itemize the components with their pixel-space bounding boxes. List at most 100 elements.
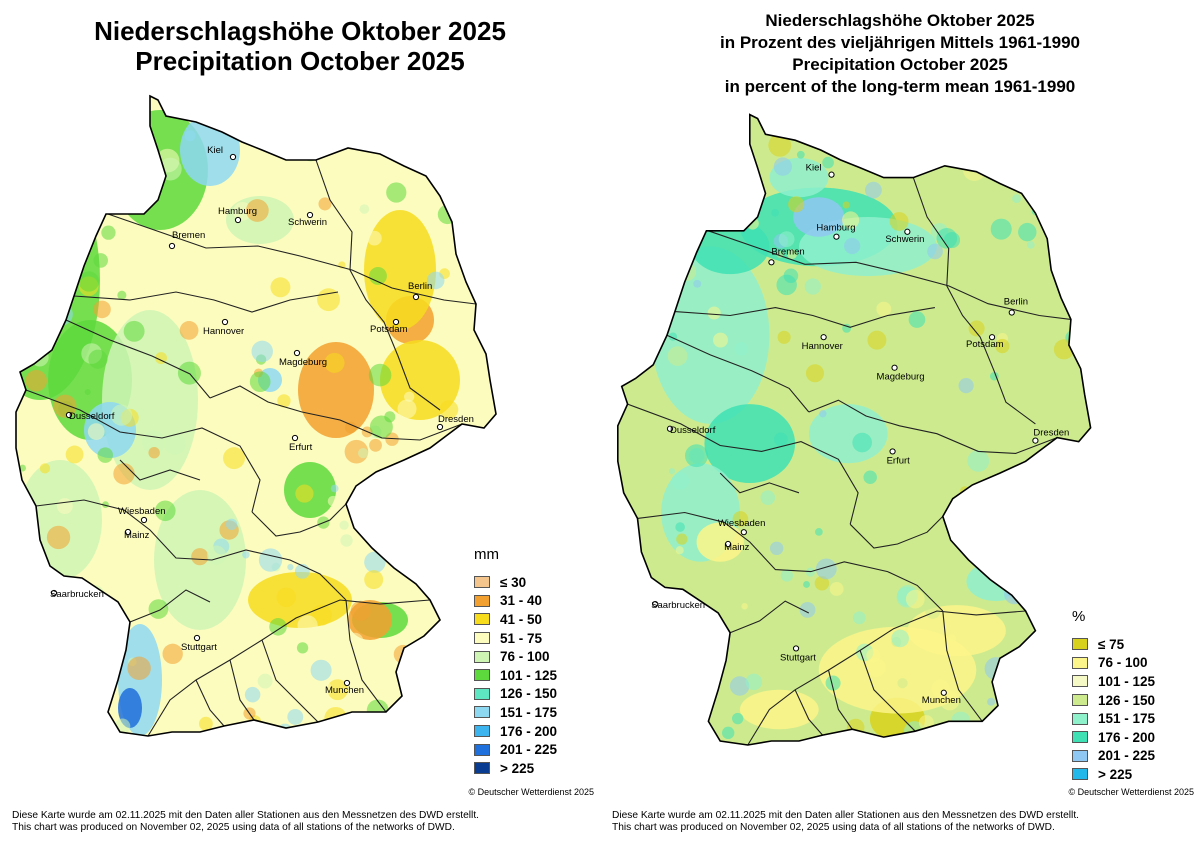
- state-border: [708, 230, 1071, 320]
- rain-speckle: [299, 138, 323, 162]
- legend-swatch: [1072, 768, 1088, 781]
- city-marker: [65, 411, 73, 419]
- rain-speckle: [987, 697, 996, 706]
- city-label: Kiel: [806, 163, 822, 174]
- note-line-german: Diese Karte wurde am 02.11.2025 mit den …: [612, 810, 1079, 821]
- rain-speckle: [628, 116, 641, 129]
- state-border: [209, 385, 463, 441]
- rain-speckle: [778, 231, 795, 248]
- city-marker: [820, 334, 827, 341]
- rain-speckle: [864, 181, 882, 199]
- city-marker: [293, 349, 301, 357]
- legend-item: 101 - 125: [474, 666, 557, 685]
- note-line-german: Diese Karte wurde am 02.11.2025 mit den …: [12, 810, 479, 821]
- legend-swatch: [474, 706, 490, 719]
- rain-speckle: [985, 114, 1008, 131]
- rain-speckle: [1071, 390, 1083, 402]
- rain-speckle: [304, 629, 312, 637]
- rain-speckle: [19, 464, 26, 472]
- rain-speckle: [787, 249, 798, 260]
- rain-speckle: [327, 495, 339, 507]
- rain-speckle: [394, 97, 407, 110]
- rain-speckle: [745, 673, 763, 691]
- city-label: Dusseldorf: [670, 425, 716, 436]
- rain-speckle: [364, 551, 386, 573]
- rain-speckle: [731, 712, 744, 725]
- rain-speckle: [651, 234, 660, 243]
- rain-speckle: [450, 538, 463, 551]
- rain-speckle: [957, 367, 969, 379]
- legend-label: 201 - 225: [1098, 748, 1156, 764]
- rain-speckle: [467, 133, 482, 148]
- rain-speckle: [469, 146, 483, 160]
- state-border: [637, 511, 944, 612]
- city-label: Munchen: [922, 695, 961, 706]
- rain-zone: [704, 404, 796, 483]
- production-note: Diese Karte wurde am 02.11.2025 mit den …: [612, 810, 1079, 834]
- rain-speckle: [625, 259, 637, 272]
- rain-speckle: [242, 550, 250, 559]
- legend-item: 76 - 100: [474, 647, 557, 666]
- city-label: Munchen: [325, 685, 364, 696]
- rain-speckle: [1062, 169, 1070, 177]
- rain-speckle: [804, 278, 821, 295]
- legend-swatch: [1072, 656, 1088, 669]
- rain-zone: [966, 561, 1026, 602]
- rain-speckle: [958, 378, 974, 394]
- rain-speckle: [127, 656, 151, 680]
- legend-swatch: [474, 650, 490, 663]
- legend-label: 176 - 200: [1098, 729, 1156, 745]
- legend-item: 201 - 225: [1072, 747, 1155, 766]
- production-note: Diese Karte wurde am 02.11.2025 mit den …: [12, 810, 479, 834]
- rain-speckle: [344, 421, 357, 434]
- rain-speckle: [660, 205, 672, 216]
- rain-speckle: [1027, 241, 1035, 249]
- germany-precipitation-map: Kiel Hamburg Schwerin Bremen Berlin Potsdam Ha…: [15, 94, 497, 737]
- rain-speckle: [369, 266, 387, 285]
- germany-precipitation-percent-map: Kiel Hamburg Schwerin Bremen Berlin Potsdam Ha…: [617, 113, 1092, 746]
- city-marker: [1032, 437, 1039, 444]
- rain-speckle: [1027, 645, 1041, 658]
- rain-speckle: [148, 599, 169, 619]
- state-border: [674, 307, 935, 328]
- rain-zone: [793, 197, 845, 237]
- state-border: [345, 599, 387, 713]
- rain-speckle: [439, 590, 463, 614]
- legend-label: 151 - 175: [1098, 711, 1156, 727]
- rain-speckle: [111, 185, 129, 203]
- city-marker: [50, 589, 58, 597]
- legend-label: 51 - 75: [500, 630, 543, 646]
- rain-speckle: [43, 250, 65, 272]
- rain-speckle: [663, 151, 679, 167]
- city-label: Hannover: [802, 341, 843, 352]
- rain-speckle: [117, 290, 127, 300]
- rain-speckle: [746, 217, 759, 230]
- copyright-text: © Deutscher Wetterdienst 2025: [1068, 787, 1194, 797]
- legend-swatch: [474, 725, 490, 738]
- rain-speckle: [633, 346, 646, 359]
- rain-speckle: [90, 577, 99, 586]
- rain-speckle: [148, 447, 160, 459]
- rain-speckle: [458, 192, 470, 204]
- rain-speckle: [773, 157, 793, 176]
- legend-item: 176 - 200: [1072, 728, 1155, 747]
- legend-label: 31 - 40: [500, 593, 543, 609]
- rain-speckle: [991, 130, 1009, 147]
- title-line-german: Niederschlagshöhe Oktober 2025: [765, 11, 1035, 30]
- rain-speckle: [876, 497, 894, 516]
- rain-speckle: [825, 675, 841, 691]
- legend-item: 151 - 175: [474, 703, 557, 722]
- rain-speckle: [56, 498, 73, 515]
- rain-speckle: [323, 112, 341, 129]
- rain-speckle: [760, 490, 776, 505]
- rain-speckle: [369, 438, 382, 452]
- rain-zone: [739, 689, 819, 730]
- rain-speckle: [980, 514, 991, 525]
- rain-speckle: [1001, 475, 1014, 488]
- city-marker: [291, 434, 299, 442]
- rain-speckle: [295, 484, 314, 503]
- rain-speckle: [988, 163, 1004, 179]
- rain-speckle: [155, 256, 175, 276]
- rain-speckle: [476, 191, 487, 202]
- title-line-english: Precipitation October 2025: [792, 55, 1008, 74]
